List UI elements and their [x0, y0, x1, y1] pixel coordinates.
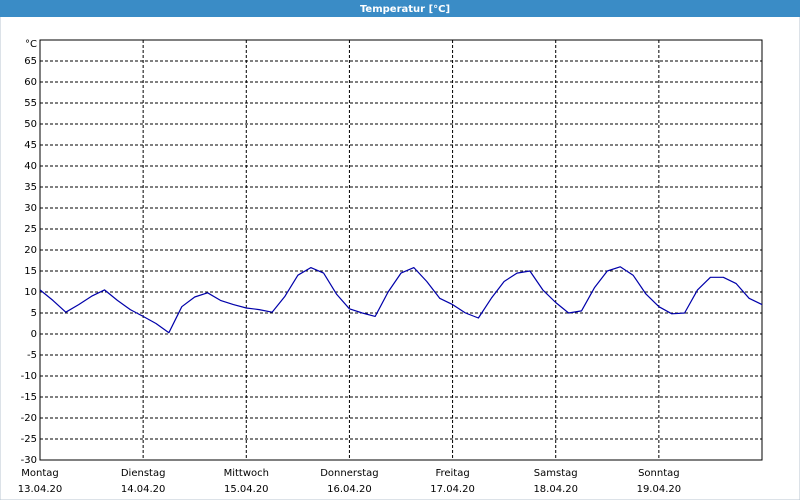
- y-tick-label: -20: [21, 413, 37, 424]
- y-tick-label: 50: [24, 119, 37, 130]
- y-tick-label: 10: [24, 287, 37, 298]
- y-tick-label: 25: [24, 224, 37, 235]
- y-tick-label: 15: [24, 266, 37, 277]
- title-bar: [0, 0, 800, 17]
- y-tick-label: 35: [24, 182, 37, 193]
- x-tick-date: 17.04.20: [430, 484, 475, 495]
- x-tick-date: 15.04.20: [224, 484, 269, 495]
- chart-title: Temperatur [°C]: [360, 4, 450, 15]
- y-tick-label: 30: [24, 203, 37, 214]
- x-tick-label: Mittwoch: [224, 468, 269, 479]
- temperature-line: [39, 266, 763, 334]
- x-tick-label: Sonntag: [638, 468, 680, 479]
- y-tick-label: -25: [21, 434, 37, 445]
- y-tick-label: -30: [21, 455, 37, 466]
- x-tick-label: Dienstag: [121, 468, 166, 479]
- x-tick-label: Montag: [21, 468, 58, 479]
- y-axis-label: °C: [25, 39, 37, 50]
- x-tick-date: 14.04.20: [121, 484, 166, 495]
- plot-border: [39, 39, 763, 461]
- y-tick-label: -10: [21, 371, 37, 382]
- y-tick-label: 65: [24, 56, 37, 67]
- y-tick-label: 45: [24, 140, 37, 151]
- x-tick-date: 16.04.20: [327, 484, 372, 495]
- x-tick-label: Freitag: [435, 468, 469, 479]
- x-tick-date: 13.04.20: [18, 484, 63, 495]
- x-tick-label: Donnerstag: [320, 468, 378, 479]
- y-tick-label: 20: [24, 245, 37, 256]
- y-tick-label: 55: [24, 98, 37, 109]
- y-tick-label: -5: [27, 350, 37, 361]
- x-tick-date: 19.04.20: [637, 484, 682, 495]
- y-tick-label: 5: [31, 308, 37, 319]
- x-tick-label: Samstag: [534, 468, 578, 479]
- y-tick-label: 40: [24, 161, 37, 172]
- y-tick-label: -15: [21, 392, 37, 403]
- y-tick-label: 0: [31, 329, 37, 340]
- x-tick-date: 18.04.20: [533, 484, 578, 495]
- y-tick-label: 60: [24, 77, 37, 88]
